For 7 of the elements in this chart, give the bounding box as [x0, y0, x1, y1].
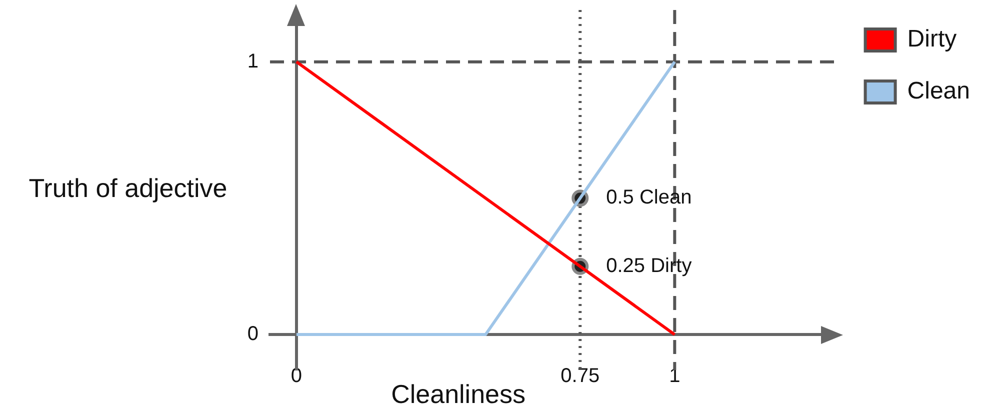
- x-tick-label: 0.75: [560, 365, 600, 388]
- y-axis-title: Truth of adjective: [28, 173, 228, 204]
- legend-label: Clean: [907, 78, 970, 105]
- x-axis-title: Cleanliness: [391, 379, 526, 410]
- legend-label: Dirty: [907, 26, 957, 53]
- annotation: 0.5 Clean: [606, 186, 692, 209]
- annotation: 0.25 Dirty: [606, 254, 692, 277]
